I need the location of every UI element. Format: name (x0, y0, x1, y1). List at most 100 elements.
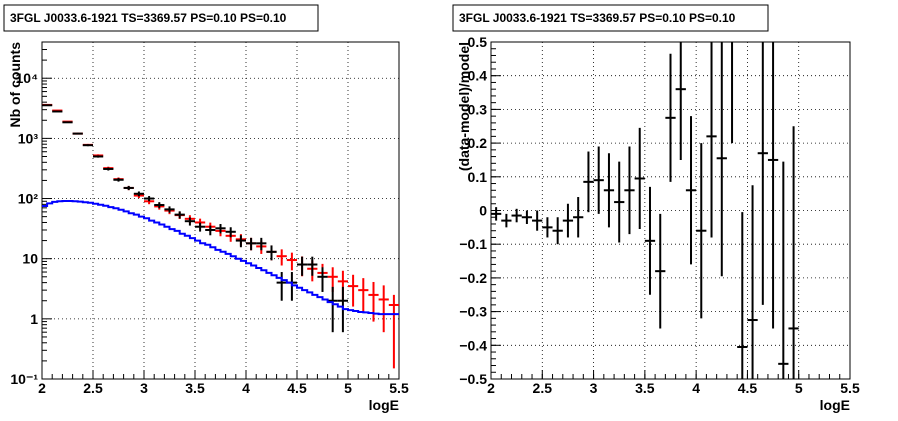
data-point (93, 155, 104, 158)
model-error-bar (358, 278, 369, 314)
data-point (235, 235, 246, 248)
y-tick-label: 0.4 (468, 68, 488, 84)
plot-frame (41, 41, 400, 380)
model-error-bar (348, 274, 359, 307)
y-axis-ticks: −0.5 −0.4 −0.3 −0.2 −0.1 0 0.1 0.2 0.3 0.4 0.5 (459, 34, 501, 387)
x-axis-ticks: 2 2.5 3 3.5 4 4.5 5 5.5 (38, 370, 409, 396)
data-point (327, 286, 338, 333)
y-axis-label: (data-model)/model (456, 42, 472, 171)
data-point (113, 178, 124, 182)
y-tick-label: 1 (30, 311, 38, 327)
data-point (696, 143, 707, 319)
data-point (778, 161, 789, 379)
y-tick-label: −0.3 (459, 304, 487, 320)
x-tick-label: 3.5 (635, 380, 655, 396)
x-tick-label: 4.5 (287, 380, 307, 396)
data-point (603, 153, 615, 228)
data-point (42, 104, 53, 107)
data-point (501, 213, 512, 228)
y-tick-label: 10³ (18, 130, 39, 146)
data-point (788, 126, 799, 379)
data-point (297, 256, 308, 276)
y-tick-label: 10² (18, 191, 39, 207)
data-point (511, 208, 522, 223)
y-tick-label: −0.5 (459, 371, 487, 387)
data-point (573, 197, 584, 238)
x-tick-label: 4.5 (738, 380, 758, 396)
x-axis-label: logE (369, 397, 399, 413)
data-point (562, 203, 574, 238)
data-point (644, 186, 656, 295)
data-point (205, 225, 216, 236)
data-point (307, 256, 318, 276)
x-tick-label: 2.5 (533, 380, 553, 396)
x-tick-label: 5 (344, 380, 352, 396)
model-step-line (42, 200, 399, 316)
data-point (757, 42, 768, 305)
data-point (133, 191, 144, 197)
chart-title: 3FGL J0033.6-1921 TS=3369.57 PS=0.10 PS=… (10, 11, 287, 25)
data-point (195, 222, 206, 232)
data-point (716, 42, 727, 277)
data-point (154, 202, 165, 209)
data-point (542, 217, 553, 238)
data-point (266, 245, 277, 261)
data-point (491, 207, 502, 221)
data-point (184, 217, 195, 226)
data-point (624, 146, 635, 235)
data-point (62, 121, 73, 124)
data-point (655, 213, 666, 329)
model-error-bar (286, 252, 297, 271)
x-tick-label: 4 (692, 380, 700, 396)
y-tick-label: −0.4 (459, 337, 487, 353)
y-tick-label: 10⁴ (16, 70, 39, 86)
y-tick-label: 0 (479, 203, 487, 219)
data-point (144, 196, 155, 202)
data-point (123, 185, 134, 191)
data-point (82, 144, 93, 147)
data-point (256, 237, 267, 251)
chart-title: 3FGL J0033.6-1921 TS=3369.57 PS=0.10 PS=… (459, 11, 736, 25)
data-point (665, 53, 676, 182)
x-tick-label: 2 (38, 380, 46, 396)
y-tick-label: 0.5 (468, 34, 488, 50)
model-error-bar (388, 294, 399, 369)
title-box (452, 4, 769, 32)
data-point (737, 212, 748, 379)
data-point (246, 237, 257, 251)
data-point (521, 210, 533, 224)
data-point (52, 110, 63, 113)
model-error-bar (276, 249, 287, 266)
model-error-bar (368, 281, 379, 322)
residuals-panel: 2 2.5 3 3.5 4 4.5 5 5.5 −0.5 −0.4 −0.3 −0.2 −0.1 0 0.… (452, 4, 860, 413)
data-point (675, 42, 686, 160)
x-tick-label: 5.5 (389, 380, 409, 396)
data-layer (42, 103, 399, 369)
data-point (174, 211, 185, 219)
model-error-bar (378, 285, 389, 333)
grid-lines (42, 42, 399, 379)
data-point (532, 210, 543, 231)
y-tick-label: 0.3 (468, 101, 488, 117)
x-tick-label: 3 (140, 380, 148, 396)
x-tick-label: 2 (487, 380, 495, 396)
x-axis-label: logE (820, 397, 850, 413)
title-box (3, 4, 319, 32)
data-point (706, 42, 717, 238)
x-axis-ticks: 2 2.5 3 3.5 4 4.5 5 5.5 (487, 370, 860, 396)
x-tick-label: 3 (590, 380, 598, 396)
data-point (164, 206, 175, 213)
data-point (747, 185, 758, 379)
data-point (593, 146, 604, 214)
x-tick-label: 3.5 (185, 380, 205, 396)
x-tick-label: 5 (795, 380, 803, 396)
y-tick-label: 10⁻¹ (10, 371, 38, 387)
y-tick-label: −0.1 (459, 236, 487, 252)
data-point (72, 132, 83, 135)
y-tick-label: 0.1 (468, 169, 488, 185)
y-axis-ticks: 10⁻¹ 1 10 10² 10³ 10⁴ (10, 49, 52, 387)
y-tick-label: 10 (22, 251, 38, 267)
x-tick-label: 5.5 (840, 380, 860, 396)
grid-lines (491, 42, 850, 379)
